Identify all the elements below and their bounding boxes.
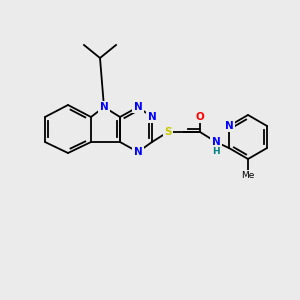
Text: N: N (212, 137, 220, 147)
Text: N: N (148, 112, 156, 122)
Text: N: N (134, 102, 142, 112)
Text: S: S (164, 127, 172, 137)
Text: H: H (212, 146, 220, 155)
Text: N: N (134, 147, 142, 157)
Text: O: O (196, 112, 204, 122)
Text: Me: Me (241, 170, 255, 179)
Text: N: N (100, 102, 108, 112)
Text: N: N (225, 121, 233, 131)
